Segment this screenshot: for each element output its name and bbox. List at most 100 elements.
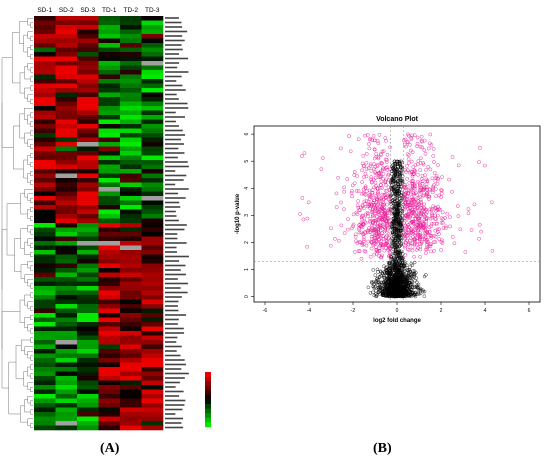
volcano-point-sig — [424, 235, 428, 240]
volcano-point-sig — [360, 168, 364, 173]
volcano-point-ns — [374, 279, 378, 284]
volcano-point-sig — [411, 197, 415, 201]
volcano-point-sig — [418, 144, 423, 149]
dendrogram-branch — [30, 364, 33, 370]
volcano-point-ns — [395, 281, 399, 285]
heatmap-cell — [34, 254, 56, 260]
heatmap-row-label-mark — [165, 314, 187, 316]
heatmap-cell — [55, 209, 78, 215]
volcano-point-ns — [389, 187, 394, 191]
volcano-point-ns — [378, 285, 382, 290]
volcano-point-ns — [390, 230, 395, 235]
volcano-point-sig — [358, 205, 363, 210]
heatmap-cell — [98, 47, 121, 53]
heatmap-row-label-mark — [165, 426, 184, 429]
heatmap-row-label-mark — [165, 129, 183, 132]
volcano-point-sig — [439, 220, 444, 225]
volcano-point-sig — [378, 215, 382, 220]
volcano-point-sig — [362, 237, 366, 242]
heatmap-cell — [98, 245, 121, 251]
volcano-point-sig — [383, 193, 388, 197]
volcano-point-ns — [395, 227, 399, 232]
heatmap-cell — [120, 232, 142, 237]
volcano-point-ns — [399, 171, 404, 175]
volcano-point-ns — [383, 283, 387, 287]
volcano-point-sig — [377, 212, 381, 217]
heatmap-cell — [77, 209, 99, 215]
heatmap-cell — [141, 358, 164, 363]
volcano-point-sig — [405, 140, 410, 144]
heatmap-cell — [141, 47, 164, 53]
heatmap-cell — [77, 128, 99, 134]
dendrogram-branch — [30, 67, 33, 73]
volcano-point-sig — [433, 187, 438, 191]
heatmap-row-label-mark — [165, 327, 184, 330]
dendrogram-branch — [1, 229, 7, 350]
volcano-point-sig — [386, 246, 391, 251]
heatmap-row-label-mark — [165, 224, 187, 226]
volcano-point-sig — [381, 236, 385, 241]
volcano-point-sig — [424, 219, 429, 224]
heatmap-cell — [55, 367, 78, 372]
heatmap-cell — [34, 349, 56, 354]
heatmap-cell — [77, 412, 99, 417]
heatmap-cell — [98, 425, 121, 431]
heatmap-cell — [55, 326, 78, 332]
heatmap-cell — [55, 200, 78, 206]
heatmap-cell — [98, 160, 121, 165]
heatmap-cell — [55, 52, 78, 57]
volcano-point-sig — [379, 179, 384, 184]
heatmap-cell — [98, 317, 121, 323]
volcano-point-sig — [424, 229, 429, 234]
heatmap-cell — [55, 272, 78, 278]
volcano-point-sig — [404, 228, 408, 233]
heatmap-cell — [34, 101, 56, 107]
volcano-point-sig — [421, 161, 425, 165]
volcano-point-sig — [381, 172, 386, 176]
volcano-point-ns — [400, 218, 404, 222]
heatmap-cell — [98, 124, 121, 129]
volcano-point-sig — [431, 240, 436, 244]
volcano-point-ns — [422, 274, 427, 279]
volcano-point-ns — [366, 285, 371, 290]
volcano-point-sig — [437, 193, 442, 198]
volcano-point-sig — [411, 192, 416, 197]
dendrogram-branch — [30, 207, 33, 212]
heatmap-cell — [77, 416, 99, 422]
heatmap-chart: SD-1 SD-2 SD-3 TD-1 TD-2 TD-3 — [1, 7, 211, 431]
volcano-point-sig — [342, 189, 347, 194]
dendrogram-branch — [30, 171, 33, 176]
heatmap-row-label-mark — [165, 21, 182, 24]
heatmap-cell — [77, 394, 99, 399]
volcano-point-ns — [402, 265, 406, 269]
volcano-point-sig — [424, 168, 428, 172]
volcano-point-sig — [364, 167, 369, 171]
heatmap-cell — [120, 313, 142, 318]
heatmap-cell — [77, 65, 99, 71]
heatmap-cell — [77, 286, 99, 291]
heatmap-cell — [141, 277, 164, 282]
heatmap-cell — [141, 34, 164, 39]
heatmap-cell — [141, 205, 164, 210]
heatmap-cell — [77, 263, 99, 269]
heatmap-cell — [98, 218, 121, 224]
volcano-point-sig — [406, 247, 410, 252]
heatmap-cell — [77, 196, 99, 201]
dendrogram-branch — [30, 229, 33, 235]
heatmap-cell — [77, 187, 99, 192]
volcano-point-ns — [388, 264, 393, 268]
heatmap-legend-swatch — [205, 404, 211, 409]
heatmap-cell — [98, 326, 121, 332]
heatmap-cell — [141, 263, 164, 269]
heatmap-cell — [120, 209, 142, 215]
heatmap-cell — [141, 389, 164, 395]
volcano-point-sig — [426, 194, 431, 199]
volcano-point-sig — [478, 145, 482, 150]
volcano-point-sig — [423, 151, 428, 156]
heatmap-cell — [55, 88, 78, 93]
volcano-point-ns — [400, 279, 405, 284]
volcano-point-sig — [402, 205, 407, 209]
volcano-point-sig — [385, 211, 389, 216]
volcano-point-sig — [339, 200, 343, 205]
heatmap-cell — [120, 97, 142, 102]
